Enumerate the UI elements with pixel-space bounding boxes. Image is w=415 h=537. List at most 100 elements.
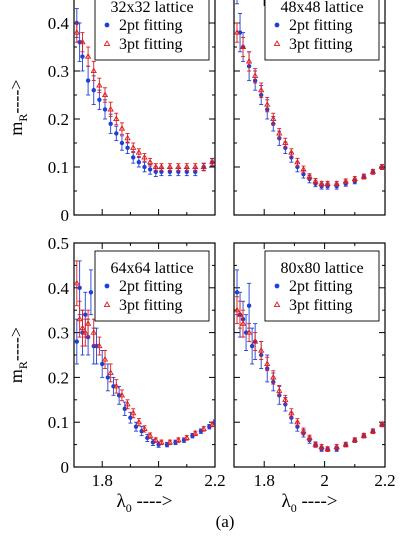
data-point-3pt (82, 329, 89, 335)
data-point-3pt (276, 387, 283, 393)
data-point-3pt (245, 57, 253, 64)
legend-box (94, 250, 210, 322)
legend-marker-3pt (103, 301, 111, 308)
x-axis-label: λ0 ----> (282, 491, 338, 515)
data-point-3pt (183, 163, 190, 170)
data-point-3pt (300, 165, 307, 172)
data-point-2pt (133, 424, 139, 429)
data-point-3pt (124, 134, 131, 141)
data-point-3pt (239, 320, 247, 326)
legend-marker-2pt (104, 283, 110, 289)
data-point-3pt (96, 81, 103, 88)
data-point-3pt (258, 347, 265, 353)
data-point-3pt (166, 163, 174, 170)
legend-label: 2pt fitting (289, 17, 353, 34)
x-tick-label: 1.8 (254, 471, 275, 490)
y-tick-label: 0 (61, 458, 70, 477)
data-point-3pt (342, 177, 349, 184)
legend-label: 2pt fitting (119, 278, 183, 295)
data-point-3pt (158, 438, 165, 445)
y-axis-label: mR----> (6, 79, 30, 135)
y-tick-label: 0.2 (48, 110, 69, 129)
data-point-3pt (318, 180, 325, 186)
data-point-3pt (135, 418, 143, 425)
legend-marker-2pt (274, 283, 280, 289)
legend-label: 2pt fitting (289, 278, 353, 295)
data-point-3pt (76, 315, 83, 322)
data-point-3pt (130, 144, 137, 150)
legend-label: 3pt fitting (289, 36, 353, 53)
data-point-3pt (294, 158, 301, 165)
legend-label: 3pt fitting (119, 36, 183, 53)
data-point-3pt (360, 432, 368, 438)
data-point-2pt (97, 97, 102, 103)
data-point-3pt (264, 101, 271, 107)
data-point-2pt (83, 312, 88, 317)
data-point-2pt (139, 428, 144, 434)
panel-title: 80x80 lattice (280, 260, 363, 277)
data-point-3pt (324, 180, 331, 186)
data-point-3pt (282, 139, 289, 146)
x-axis-label: λ0 ----> (117, 491, 173, 515)
data-point-3pt (192, 429, 199, 436)
data-point-2pt (77, 285, 82, 290)
y-tick-label: 0.3 (48, 324, 69, 343)
data-point-3pt (351, 436, 358, 443)
data-point-3pt (369, 427, 377, 434)
data-point-3pt (158, 163, 165, 170)
data-point-3pt (130, 409, 137, 416)
data-point-3pt (236, 311, 244, 317)
legend-marker-3pt (103, 40, 111, 47)
panel-title: 64x64 lattice (110, 260, 193, 277)
data-point-3pt (318, 443, 325, 449)
legend-box (264, 0, 380, 61)
data-point-3pt (270, 373, 277, 380)
data-point-3pt (251, 338, 259, 344)
data-point-3pt (306, 434, 313, 440)
data-point-2pt (108, 121, 113, 127)
data-point-2pt (74, 339, 80, 344)
data-point-3pt (239, 43, 247, 50)
data-point-2pt (122, 406, 127, 411)
data-point-2pt (80, 54, 85, 59)
data-point-3pt (152, 163, 159, 170)
data-point-2pt (91, 88, 96, 93)
panel-3: 0 0.1 0.2 0.3 0.4 0.5 1.8 2 2.2 64x64 lattice2pt … (6, 234, 226, 515)
data-point-2pt (246, 303, 252, 308)
data-point-2pt (125, 145, 130, 150)
data-point-3pt (74, 29, 80, 35)
data-point-2pt (147, 167, 153, 172)
data-point-3pt (118, 125, 126, 131)
data-point-3pt (74, 279, 80, 286)
data-point-3pt (209, 158, 215, 165)
data-point-3pt (234, 29, 241, 35)
data-point-3pt (79, 38, 86, 45)
x-tick-label: 2 (154, 471, 163, 490)
data-point-3pt (166, 438, 174, 445)
data-point-2pt (88, 290, 94, 295)
legend-label: 2pt fitting (119, 17, 183, 34)
data-point-3pt (107, 105, 114, 112)
data-point-3pt (146, 432, 154, 438)
data-point-3pt (152, 436, 159, 443)
data-point-3pt (351, 175, 358, 182)
legend-box (264, 250, 380, 322)
data-point-3pt (378, 163, 385, 170)
data-point-3pt (141, 425, 148, 431)
data-point-3pt (113, 115, 120, 122)
data-point-3pt (324, 445, 331, 452)
data-point-3pt (333, 443, 340, 449)
y-tick-label: 0.5 (48, 234, 69, 253)
data-point-3pt (183, 434, 190, 440)
data-point-3pt (333, 180, 340, 186)
data-point-2pt (85, 78, 91, 83)
legend-marker-2pt (104, 22, 110, 28)
data-point-3pt (245, 329, 253, 335)
data-point-3pt (113, 382, 120, 389)
y-tick-label: 0.2 (48, 368, 69, 387)
data-point-2pt (114, 131, 119, 136)
data-point-3pt (282, 396, 289, 402)
data-point-2pt (100, 361, 105, 367)
